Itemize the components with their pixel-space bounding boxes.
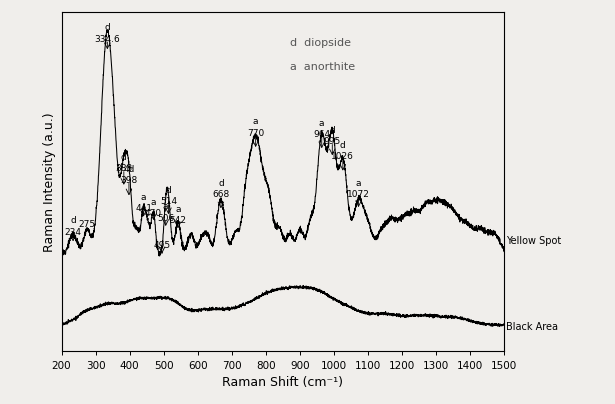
Text: 234: 234 xyxy=(65,228,82,237)
Text: 4d: 4d xyxy=(123,164,135,174)
Text: a: a xyxy=(253,118,258,126)
Text: a: a xyxy=(151,198,156,206)
Text: 495: 495 xyxy=(153,241,170,250)
Y-axis label: Raman Intensity (a.u.): Raman Intensity (a.u.) xyxy=(43,112,56,252)
Text: 398: 398 xyxy=(121,176,138,185)
Text: d: d xyxy=(121,153,127,162)
Text: a: a xyxy=(355,179,361,188)
Text: Black Area: Black Area xyxy=(506,322,558,332)
Text: a: a xyxy=(163,202,169,211)
Text: Yellow Spot: Yellow Spot xyxy=(506,236,561,246)
Text: 275: 275 xyxy=(79,220,95,229)
Text: d: d xyxy=(218,179,224,188)
Text: a: a xyxy=(319,119,325,128)
Text: 383: 383 xyxy=(115,164,132,173)
Text: d: d xyxy=(165,186,172,195)
Text: 770: 770 xyxy=(247,129,264,138)
Text: d: d xyxy=(105,23,110,32)
Text: d: d xyxy=(70,217,76,225)
Text: 506: 506 xyxy=(157,214,175,223)
Text: 668: 668 xyxy=(212,190,229,199)
Text: 1072: 1072 xyxy=(347,190,370,199)
Text: d: d xyxy=(330,126,335,135)
Text: 334.6: 334.6 xyxy=(95,34,120,44)
Text: d  diopside: d diopside xyxy=(290,38,351,48)
X-axis label: Raman Shift (cm⁻¹): Raman Shift (cm⁻¹) xyxy=(223,376,343,389)
Text: 514: 514 xyxy=(160,197,177,206)
Text: a: a xyxy=(175,204,181,214)
Text: 995: 995 xyxy=(323,137,341,146)
Text: 1026: 1026 xyxy=(331,152,354,161)
Text: 470: 470 xyxy=(145,209,162,218)
Text: 964: 964 xyxy=(313,130,330,139)
Text: a: a xyxy=(141,193,146,202)
Text: 542: 542 xyxy=(170,216,186,225)
Text: 441: 441 xyxy=(135,204,152,213)
Text: a  anorthite: a anorthite xyxy=(290,61,355,72)
Text: d: d xyxy=(340,141,346,150)
